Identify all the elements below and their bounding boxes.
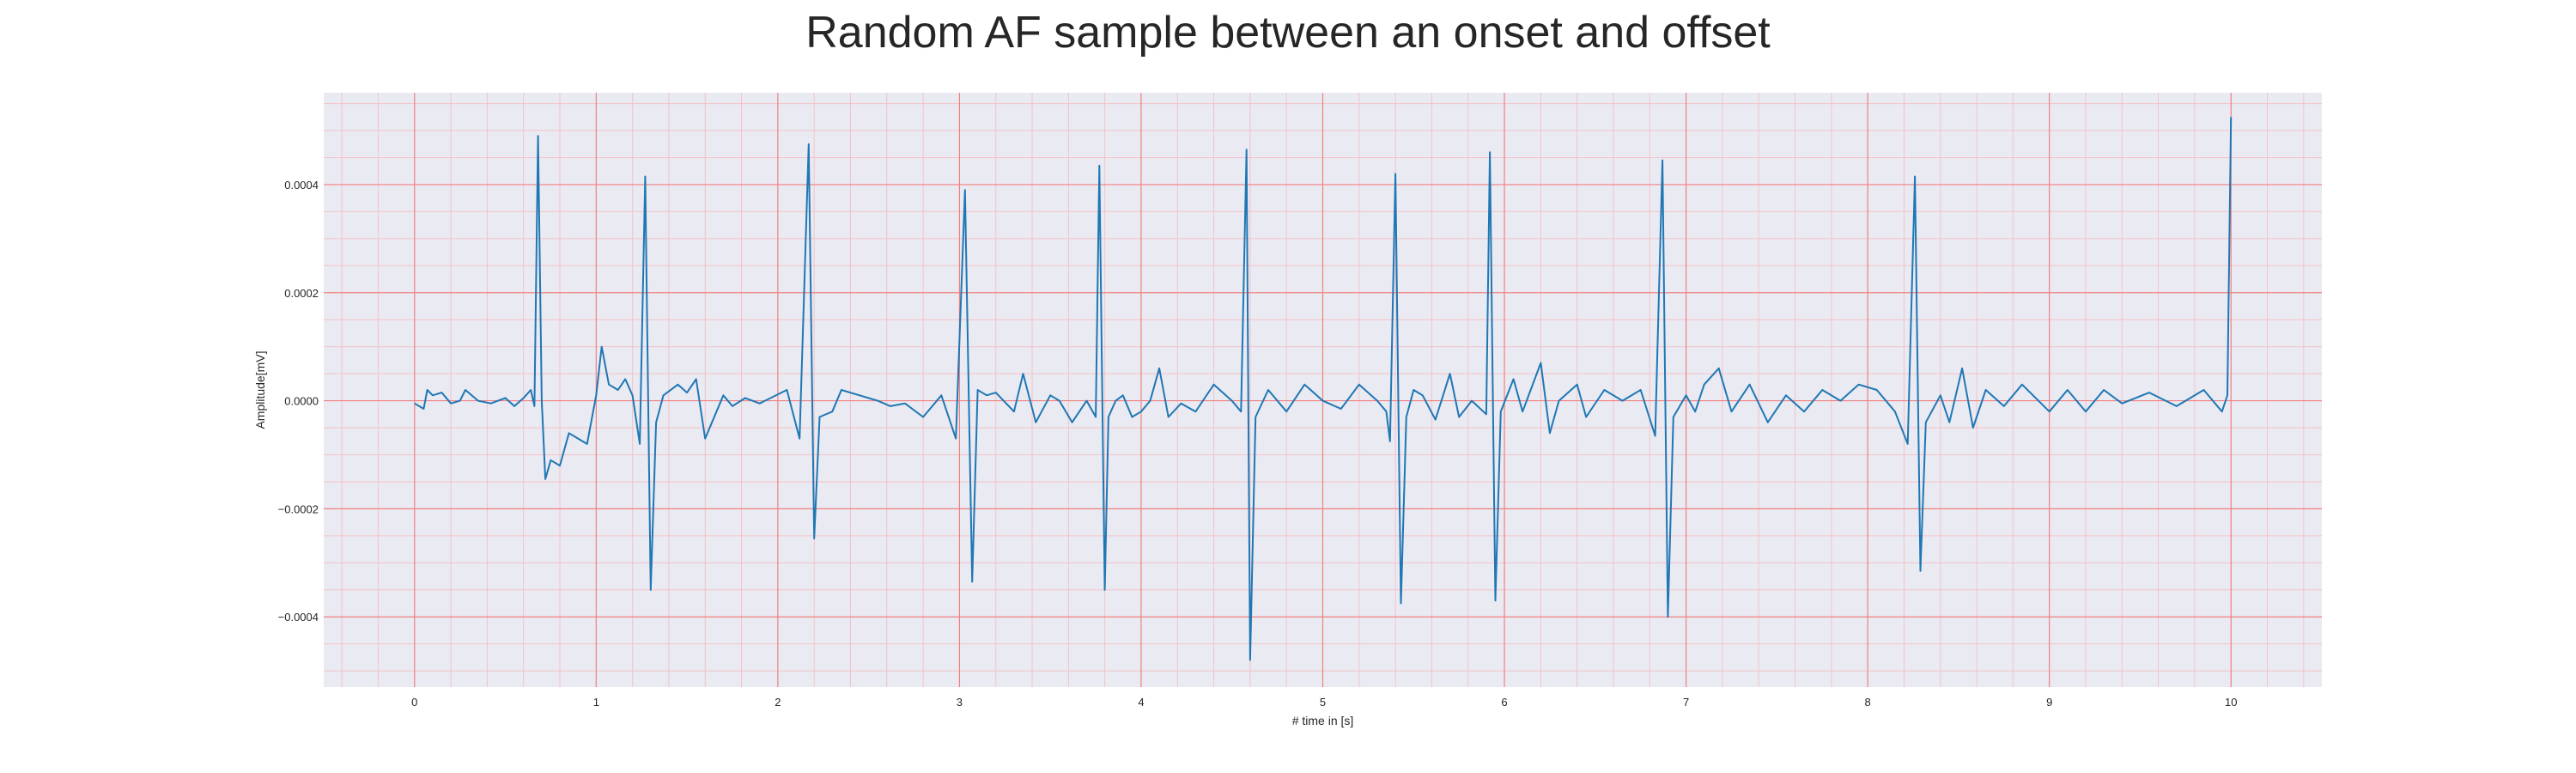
y-tick-label: 0.0004 — [284, 179, 319, 192]
x-tick-label: 2 — [775, 696, 781, 709]
chart-title: Random AF sample between an onset and of… — [805, 8, 1771, 58]
x-tick-label: 1 — [593, 696, 599, 709]
major-grid — [324, 93, 2322, 687]
y-tick-label: 0.0002 — [284, 287, 319, 300]
y-axis-label: Amplitude[mV] — [253, 350, 267, 429]
y-tick-label: −0.0004 — [278, 611, 319, 624]
x-tick-label: 5 — [1320, 696, 1326, 709]
x-tick-label: 6 — [1501, 696, 1507, 709]
y-tick-label: 0.0000 — [284, 395, 319, 408]
x-axis-label: # time in [s] — [1292, 714, 1354, 727]
series-line — [414, 117, 2233, 661]
x-axis-ticks: 0 1 2 3 4 5 6 7 8 9 10 — [411, 696, 2237, 709]
y-axis-ticks: −0.0004 −0.0002 0.0000 0.0002 0.0004 — [278, 179, 319, 624]
x-tick-label: 4 — [1138, 696, 1144, 709]
x-tick-label: 9 — [2046, 696, 2052, 709]
x-tick-label: 10 — [2225, 696, 2237, 709]
series-layer — [414, 117, 2233, 661]
x-tick-label: 7 — [1683, 696, 1689, 709]
y-tick-label: −0.0002 — [278, 502, 319, 515]
x-tick-label: 0 — [411, 696, 417, 709]
x-tick-label: 8 — [1865, 696, 1871, 709]
x-tick-label: 3 — [957, 696, 963, 709]
